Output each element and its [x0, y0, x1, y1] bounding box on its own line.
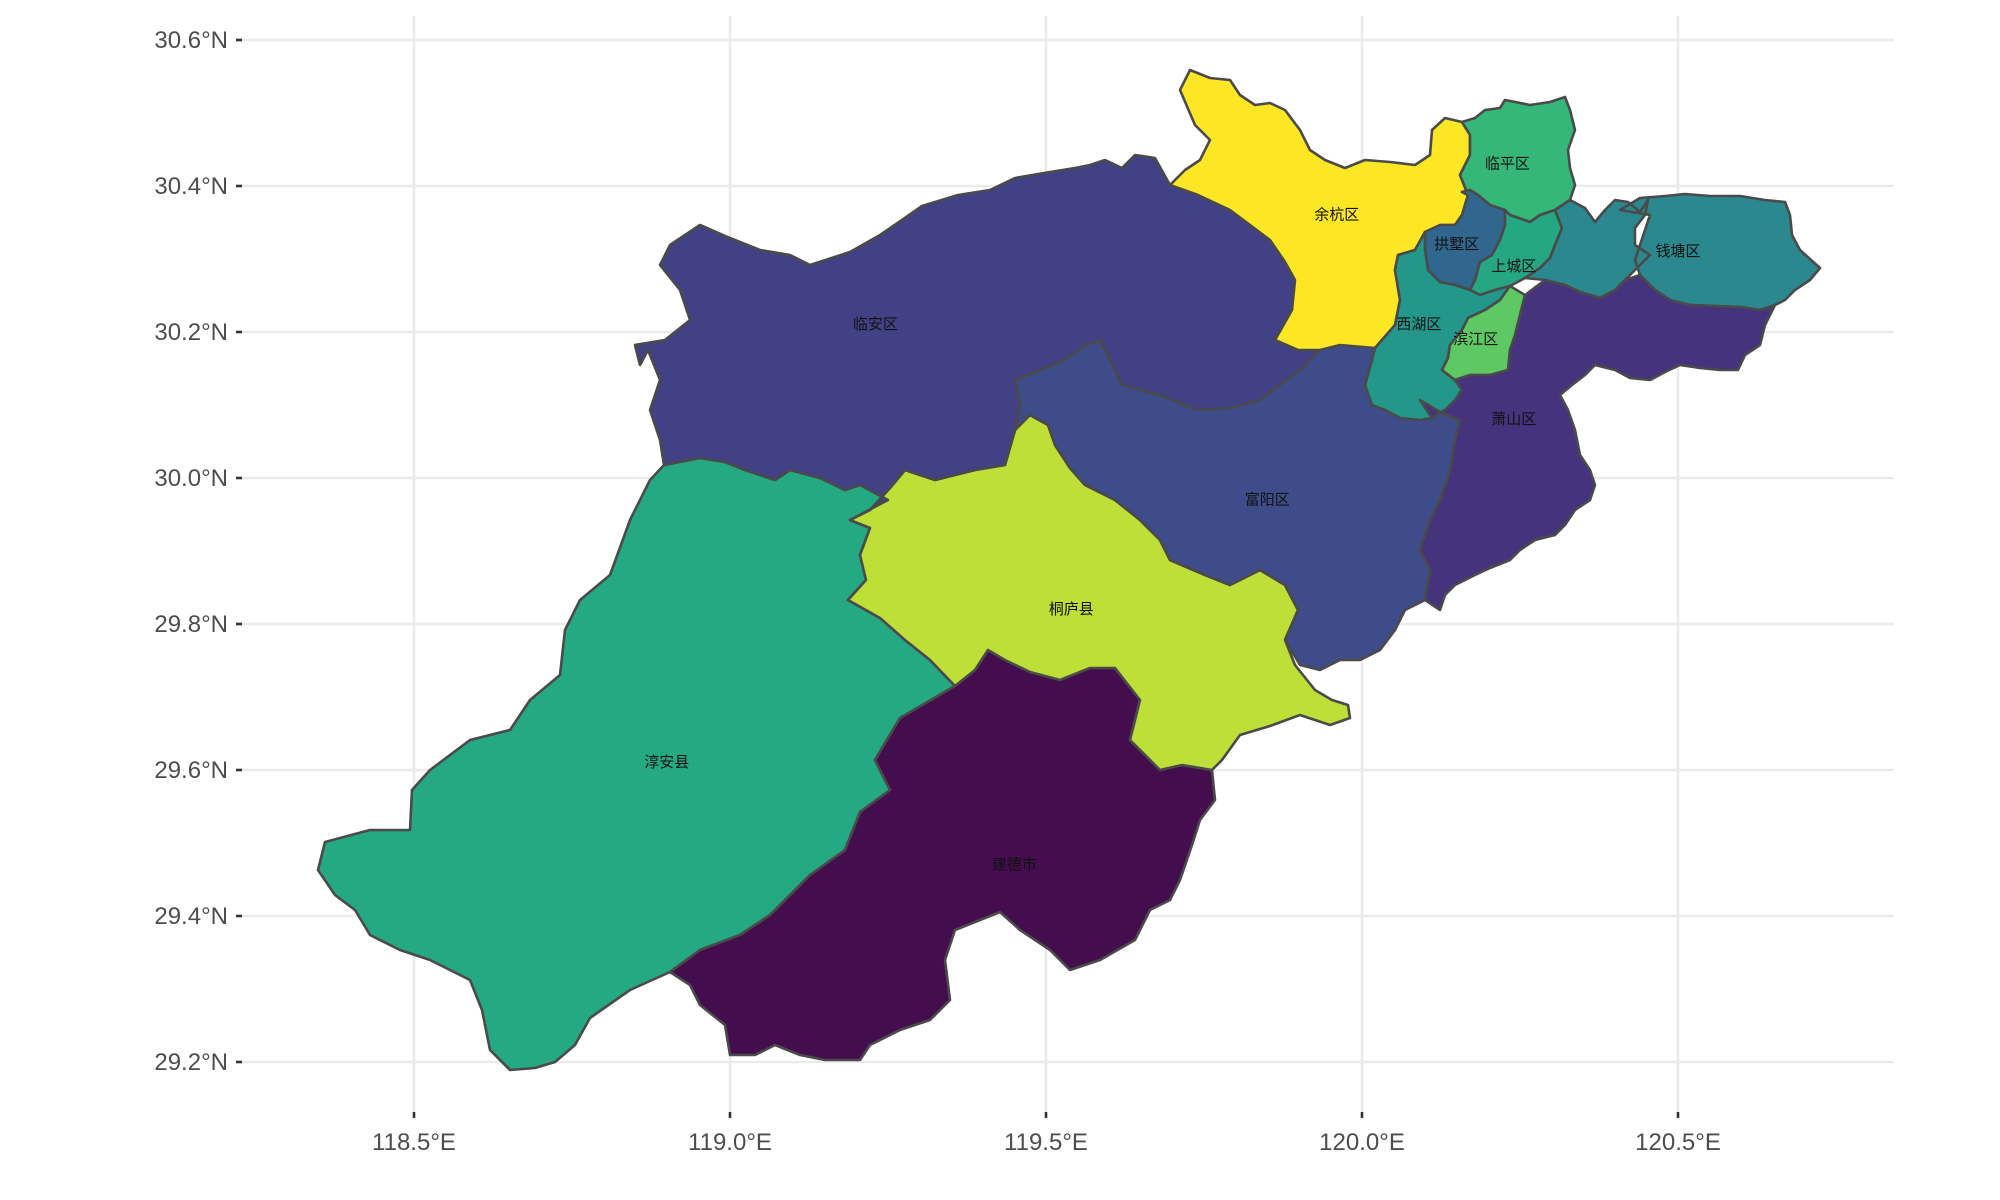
- region-jiande[interactable]: [668, 648, 1217, 1062]
- region-label-tonglu: 桐庐县: [1049, 600, 1094, 618]
- region-label-fuyang: 富阳区: [1245, 490, 1290, 508]
- region-label-linan: 临安区: [853, 315, 898, 333]
- y-tick-label-30-0: 30.0°N: [154, 465, 228, 492]
- region-label-linping: 临平区: [1485, 155, 1530, 173]
- y-tick-label-29-4: 29.4°N: [154, 903, 228, 930]
- region-label-xihu: 西湖区: [1396, 315, 1441, 333]
- y-tick-label-30-4: 30.4°N: [154, 173, 228, 200]
- region-shangcheng[interactable]: [1468, 208, 1564, 297]
- region-label-jiande: 建德市: [992, 855, 1037, 873]
- district-polygons: [316, 68, 1822, 1072]
- region-label-xiaoshan: 萧山区: [1491, 410, 1536, 428]
- x-tick-label-119-0: 119.0°E: [688, 1129, 772, 1156]
- region-xiaoshan[interactable]: [1418, 273, 1777, 612]
- y-axis: 29.2°N 29.4°N 29.6°N 29.8°N 30.0°N 30.2°…: [154, 27, 242, 1076]
- y-tick-label-29-2: 29.2°N: [154, 1049, 228, 1076]
- x-tick-label-120-5: 120.5°E: [1635, 1129, 1721, 1156]
- y-tick-label-29-8: 29.8°N: [154, 611, 228, 638]
- region-label-yuhang: 余杭区: [1314, 206, 1359, 224]
- x-tick-label-120-0: 120.0°E: [1319, 1129, 1405, 1156]
- region-label-binjiang: 滨江区: [1453, 330, 1498, 348]
- region-label-qiantang: 钱塘区: [1655, 242, 1700, 260]
- region-label-gongshu: 拱墅区: [1434, 235, 1479, 253]
- y-tick-label-30-2: 30.2°N: [154, 319, 228, 346]
- x-tick-label-119-5: 119.5°E: [1004, 1129, 1088, 1156]
- region-label-shangcheng: 上城区: [1491, 257, 1536, 275]
- y-tick-label-30-6: 30.6°N: [154, 27, 228, 54]
- axes: 29.2°N 29.4°N 29.6°N 29.8°N 30.0°N 30.2°…: [154, 27, 1720, 1156]
- y-tick-label-29-6: 29.6°N: [154, 757, 228, 784]
- region-label-chunan: 淳安县: [644, 753, 689, 771]
- x-tick-label-118-5: 118.5°E: [372, 1129, 456, 1156]
- x-axis: 118.5°E 119.0°E 119.5°E 120.0°E 120.5°E: [372, 1112, 1721, 1156]
